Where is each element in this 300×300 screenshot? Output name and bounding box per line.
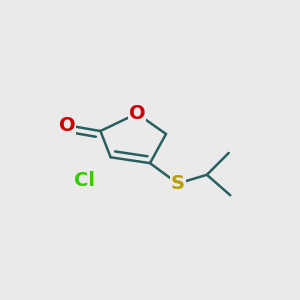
Text: O: O	[129, 104, 145, 123]
Text: Cl: Cl	[74, 171, 95, 190]
Text: S: S	[171, 174, 185, 193]
Text: O: O	[58, 116, 75, 135]
